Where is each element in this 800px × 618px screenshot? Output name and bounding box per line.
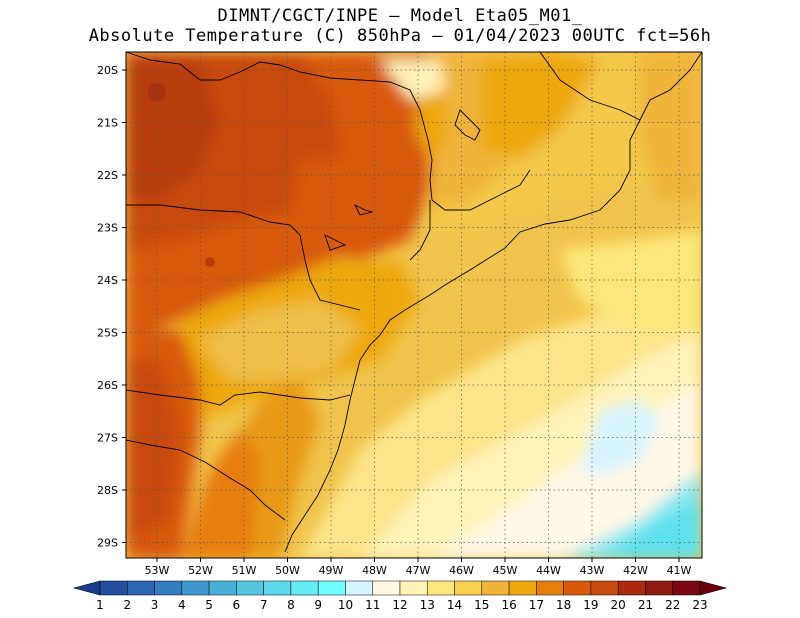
colorbar-swatch: [99, 580, 128, 596]
colorbar-label: 13: [420, 598, 435, 612]
lat-label: 23S: [97, 222, 118, 235]
lat-label: 22S: [97, 169, 118, 182]
colorbar-swatch: [481, 580, 510, 596]
lat-label: 27S: [97, 432, 118, 445]
latitude-labels: 20S 21S 22S 23S 24S 25S 26S 27S 28S 29S: [97, 64, 126, 550]
lon-label: 41W: [667, 564, 692, 577]
lon-label: 42W: [623, 564, 648, 577]
colorbar-swatch: [617, 580, 646, 596]
colorbar-swatch: [181, 580, 210, 596]
map-title: DIMNT/CGCT/INPE – Model Eta05_M01_: [217, 6, 583, 26]
lon-label: 53W: [145, 564, 170, 577]
colorbar-label: 17: [529, 598, 544, 612]
colorbar-label: 7: [260, 598, 268, 612]
colorbar-label: 2: [123, 598, 131, 612]
lat-label: 28S: [97, 484, 118, 497]
colorbar-label: 11: [365, 598, 380, 612]
lat-label: 21S: [97, 117, 118, 130]
lon-label: 47W: [406, 564, 431, 577]
colorbar-swatch: [290, 580, 319, 596]
colorbar-label: 22: [665, 598, 680, 612]
colorbar-label: 5: [205, 598, 213, 612]
colorbar-swatch: [427, 580, 455, 596]
colorbar-label: 12: [392, 598, 407, 612]
colorbar-swatch: [263, 580, 292, 596]
lon-label: 50W: [275, 564, 300, 577]
longitude-labels: 53W 52W 51W 50W 49W 48W 47W 46W 45W 44W 43W 42W 41W: [145, 558, 692, 577]
colorbar-swatch: [399, 580, 428, 596]
colorbar-label: 19: [583, 598, 598, 612]
colorbar-swatch: [508, 580, 537, 596]
lon-label: 43W: [580, 564, 605, 577]
colorbar-label: 6: [233, 598, 241, 612]
colorbar-label: 20: [611, 598, 626, 612]
colorbar-label: 18: [556, 598, 571, 612]
temperature-field: [126, 52, 702, 558]
colorbar-label: 23: [692, 598, 707, 612]
colorbar-swatch: [645, 580, 673, 596]
colorbar-label: 9: [314, 598, 322, 612]
colorbar-label: 3: [151, 598, 159, 612]
lon-label: 44W: [536, 564, 561, 577]
colorbar-swatch: [536, 580, 564, 596]
colorbar-label: 8: [287, 598, 295, 612]
colorbar-swatch: [372, 580, 401, 596]
lon-label: 48W: [362, 564, 387, 577]
colorbar-label: 21: [638, 598, 653, 612]
colorbar-arrow-high: [699, 580, 728, 596]
lat-label: 29S: [97, 537, 118, 550]
coastline-borders: [126, 52, 702, 553]
colorbar-label: 14: [447, 598, 462, 612]
colorbar-label: 15: [474, 598, 489, 612]
lon-label: 49W: [319, 564, 344, 577]
colorbar-swatch: [317, 580, 346, 596]
colorbar-labels: 1 2 3 4 5 6 7 8 9 10 11 12 13 14 15 16 17 18 19 20 21 22 23: [96, 598, 707, 612]
colorbar: [72, 580, 728, 596]
colorbar-label: 1: [96, 598, 104, 612]
lon-label: 45W: [493, 564, 518, 577]
map-subtitle: Absolute Temperature (C) 850hPa – 01/04/…: [88, 26, 712, 46]
map-frame: [125, 51, 703, 559]
lat-label: 24S: [97, 274, 118, 287]
grid-lines: [126, 52, 702, 558]
colorbar-arrow-low: [72, 580, 101, 596]
colorbar-swatch: [345, 580, 373, 596]
lat-label: 26S: [97, 379, 118, 392]
lon-label: 52W: [188, 564, 213, 577]
colorbar-swatch: [127, 580, 155, 596]
lon-label: 51W: [232, 564, 257, 577]
colorbar-swatch: [672, 580, 701, 596]
colorbar-label: 16: [501, 598, 516, 612]
lat-label: 20S: [97, 64, 118, 77]
lat-label: 25S: [97, 327, 118, 340]
colorbar-label: 4: [178, 598, 186, 612]
lon-label: 46W: [449, 564, 474, 577]
colorbar-swatch: [590, 580, 619, 596]
colorbar-swatch: [208, 580, 237, 596]
colorbar-label: 10: [338, 598, 353, 612]
colorbar-swatch: [154, 580, 183, 596]
colorbar-swatch: [563, 580, 592, 596]
colorbar-swatch: [454, 580, 483, 596]
colorbar-swatch: [236, 580, 264, 596]
